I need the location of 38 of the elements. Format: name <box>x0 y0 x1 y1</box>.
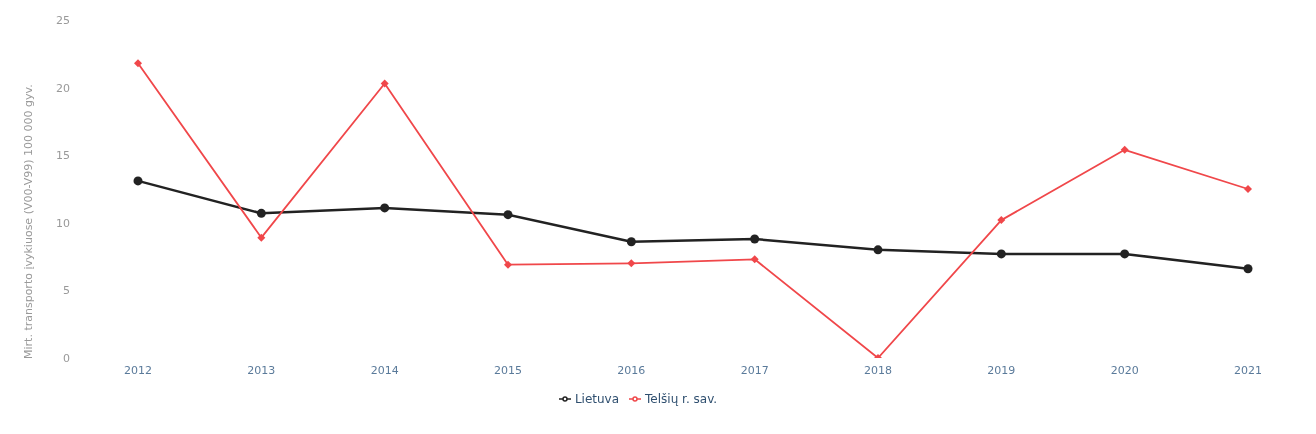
point <box>750 255 759 264</box>
point <box>1243 264 1253 274</box>
x-tick-label: 2018 <box>864 363 892 377</box>
y-tick-label: 20 <box>56 81 70 95</box>
x-tick-label: 2015 <box>494 363 522 377</box>
x-tick-label: 2016 <box>617 363 646 377</box>
point <box>503 210 513 220</box>
point <box>380 79 389 88</box>
y-tick-label: 25 <box>56 13 70 27</box>
x-tick-label: 2014 <box>370 363 399 377</box>
point <box>627 259 636 268</box>
point <box>504 260 512 269</box>
point <box>256 208 266 218</box>
point <box>134 59 142 68</box>
y-tick-label: 15 <box>56 149 70 163</box>
point <box>997 216 1006 225</box>
x-tick-label: 2012 <box>124 363 152 377</box>
x-tick-label: 2013 <box>247 363 276 377</box>
legend-label: Telšių r. sav. <box>645 392 718 406</box>
point <box>750 234 760 244</box>
x-tick-label: 2019 <box>987 363 1016 377</box>
point <box>1120 145 1129 154</box>
y-tick-label: 10 <box>56 216 70 230</box>
point <box>380 203 390 213</box>
y-axis-title: Mirt. transporto įvykiuose (V00-V99) 100 000 gyv. <box>21 84 35 359</box>
x-tick-label: 2020 <box>1110 363 1139 377</box>
point <box>873 245 883 255</box>
y-tick-label: 5 <box>63 284 70 298</box>
y-tick-label: 0 <box>63 351 70 365</box>
point <box>626 237 636 247</box>
point <box>996 249 1006 259</box>
point <box>1120 249 1130 259</box>
point <box>1244 185 1252 193</box>
x-tick-label: 2021 <box>1234 363 1262 377</box>
legend-label: Lietuva <box>574 392 620 406</box>
x-tick-label: 2017 <box>740 363 769 377</box>
point <box>257 233 266 242</box>
point <box>133 176 143 186</box>
